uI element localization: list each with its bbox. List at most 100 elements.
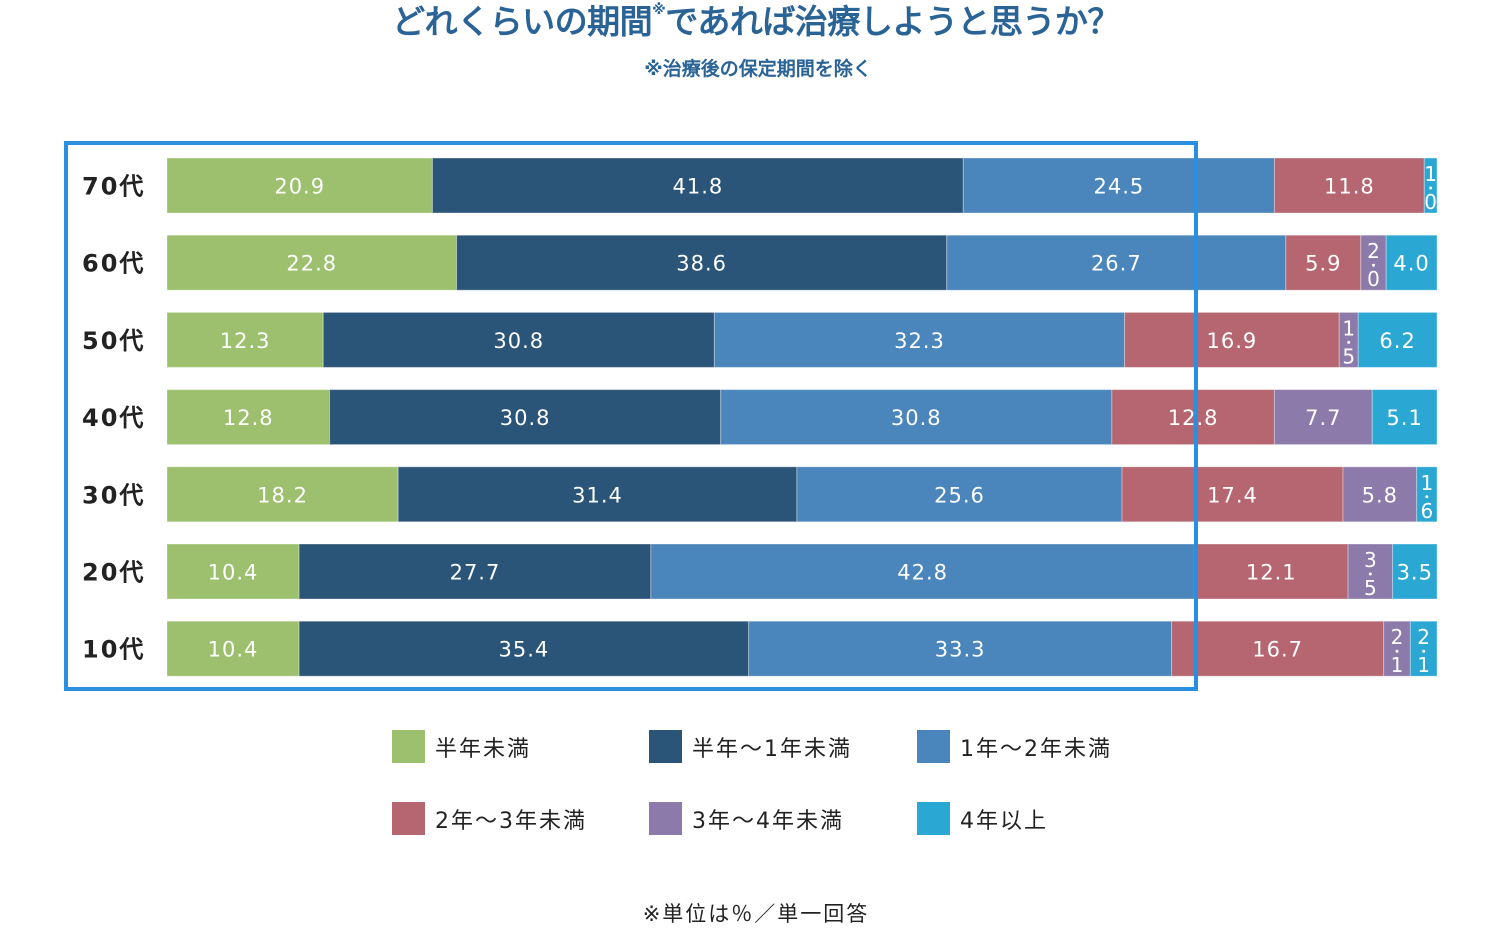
data-label: 18.2 [257,483,308,507]
bar-segment [1193,543,1349,600]
data-label: 26.7 [1091,252,1142,276]
data-label: 41.8 [672,175,723,199]
data-label: 35.4 [498,638,549,662]
bar-segment [166,234,458,291]
data-label: 0 [1367,267,1380,291]
data-label: 1 [1417,653,1430,677]
data-label-dot [1395,649,1399,653]
bar-segment [1347,543,1394,600]
data-label-dot [1422,649,1426,653]
legend-label: 3年〜4年未満 [692,808,844,834]
data-label: 3 [1364,548,1377,572]
data-label: 5 [1364,576,1377,600]
data-label: 5.1 [1386,406,1422,430]
data-label-dot [1429,186,1433,190]
data-label: 1 [1420,471,1433,495]
data-label: 17.4 [1207,483,1258,507]
title-rest: であれば治療しようと思うか？ [665,2,1120,41]
data-label: 1 [1342,316,1355,340]
data-label: 5.9 [1305,252,1341,276]
bar-segment [166,389,331,446]
category-label: 20代 [82,559,145,587]
bar-segment [1409,620,1438,677]
data-label: 1 [1391,653,1404,677]
data-label: 5.8 [1362,483,1398,507]
bar-segment [1423,157,1438,214]
data-label: 0 [1424,190,1437,214]
data-label: 24.5 [1093,175,1144,199]
data-label-dot [1368,572,1372,576]
bar-segment [1342,466,1418,523]
data-label-dot [1347,340,1351,344]
legend-swatch [649,802,682,835]
bar-segment [1416,466,1438,523]
bar-segment [298,543,652,600]
bar-segment [1124,311,1340,368]
category-label: 70代 [82,173,145,201]
legend-label: 半年〜1年未満 [692,736,852,762]
legend-label: 半年未満 [435,736,532,762]
data-label: 25.6 [934,483,985,507]
bar-segment [456,234,948,291]
data-label: 38.6 [676,252,727,276]
data-label: 16.9 [1207,329,1258,353]
bar-segment [322,311,715,368]
bar-segment [1357,311,1438,368]
data-label: 10.4 [208,561,259,585]
data-label: 33.3 [935,638,986,662]
legend-swatch [917,802,950,835]
data-label: 31.4 [572,483,623,507]
bar-segment [1171,620,1385,677]
data-label: 42.8 [897,561,948,585]
data-label-dot [1425,495,1429,499]
data-label: 30.8 [891,406,942,430]
bar-segment [1371,389,1438,446]
data-label-dot [1372,263,1375,267]
bar-segment [166,157,433,214]
data-label: 12.1 [1246,561,1297,585]
data-label: 12.8 [1168,406,1219,430]
data-label: 16.7 [1252,638,1303,662]
data-label: 20.9 [274,175,325,199]
bar-segment [713,311,1126,368]
legend-item: 3年〜4年未満 [649,802,844,835]
bar-segment [329,389,722,446]
data-label: 5 [1342,344,1355,368]
data-label: 11.8 [1324,175,1375,199]
chart-subtitle: ※治療後の保定期間を除く [644,58,872,80]
legend-item: 半年未満 [392,730,531,763]
legend-item: 2年〜3年未満 [392,802,587,835]
bar-segment [1392,543,1438,600]
data-label: 22.8 [286,252,337,276]
legend-swatch [392,802,425,835]
bar-segment [962,157,1275,214]
title-mark: ※ [652,2,666,18]
bar-segment [166,543,300,600]
bar-segment [1385,234,1438,291]
data-label: 10.4 [208,638,259,662]
bar-segment [1111,389,1275,446]
bar-segment [650,543,1195,600]
data-label: 7.7 [1305,406,1341,430]
category-label: 40代 [82,404,145,432]
data-label: 12.3 [220,329,271,353]
data-label: 2 [1367,239,1380,263]
data-label: 27.7 [450,561,501,585]
bar-segment [166,620,300,677]
data-label: 6.2 [1379,329,1415,353]
bar-segment [720,389,1113,446]
data-label: 3.5 [1397,561,1433,585]
category-label: 10代 [82,636,145,664]
title-main: どれくらいの期間 [392,2,653,41]
data-label: 32.3 [894,329,945,353]
category-label: 30代 [82,481,145,509]
legend-swatch [917,730,950,763]
legend-label: 2年〜3年未満 [435,808,587,834]
data-label: 12.8 [223,406,274,430]
bar-segment [166,311,324,368]
bar-segment [431,157,964,214]
highlight-box [64,141,1198,691]
data-label: 2 [1417,625,1430,649]
legend-item: 1年〜2年未満 [917,730,1112,763]
